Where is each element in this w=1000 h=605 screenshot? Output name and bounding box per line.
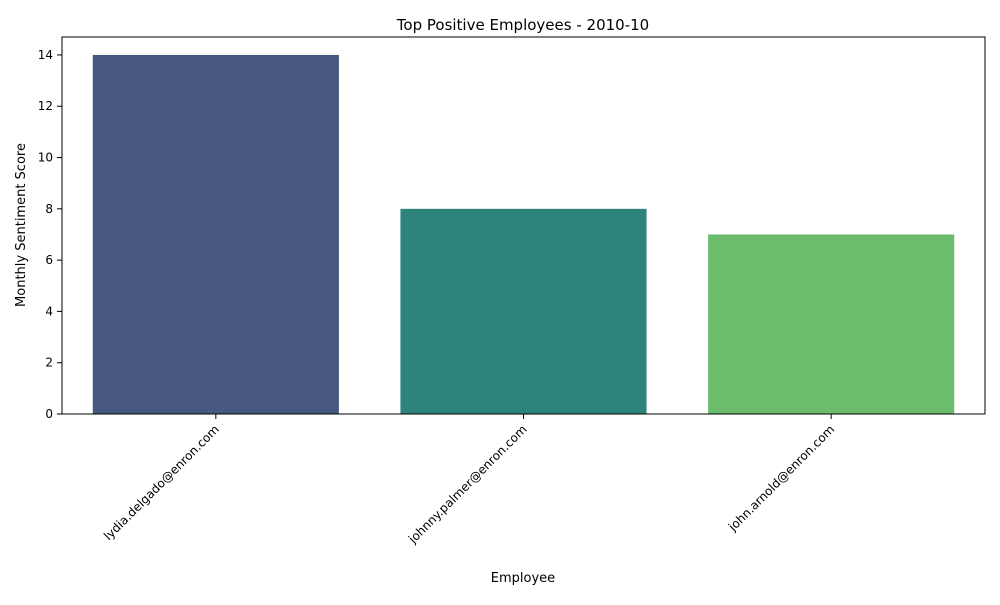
bars — [92, 54, 955, 414]
x-tick-label-1: lydia.delgado@enron.com — [101, 422, 222, 543]
y-tick-label-5: 10 — [38, 151, 53, 165]
y-tick-label-4: 8 — [45, 202, 53, 216]
x-tick-label-3: john.arnold@enron.com — [725, 422, 837, 534]
x-axis-ticks: lydia.delgado@enron.com johnny.palmer@enr… — [101, 414, 837, 547]
y-axis-ticks: 0 2 4 6 8 10 12 14 — [38, 48, 62, 421]
x-tick-label-2: johnny.palmer@enron.com — [405, 422, 529, 546]
y-axis-label: Monthly Sentiment Score — [14, 143, 29, 307]
chart-title: Top Positive Employees - 2010-10 — [396, 16, 649, 34]
y-tick-label-1: 2 — [45, 356, 53, 370]
y-tick-label-7: 14 — [38, 48, 53, 62]
bar-1 — [92, 54, 339, 414]
plot-area-frame — [61, 36, 986, 415]
y-tick-label-6: 12 — [38, 99, 53, 113]
y-tick-label-0: 0 — [45, 407, 53, 421]
bar-2 — [400, 208, 647, 414]
bar-3 — [708, 234, 955, 414]
y-tick-label-2: 4 — [45, 304, 53, 318]
y-tick-label-3: 6 — [45, 253, 53, 267]
x-axis-label: Employee — [491, 571, 555, 586]
